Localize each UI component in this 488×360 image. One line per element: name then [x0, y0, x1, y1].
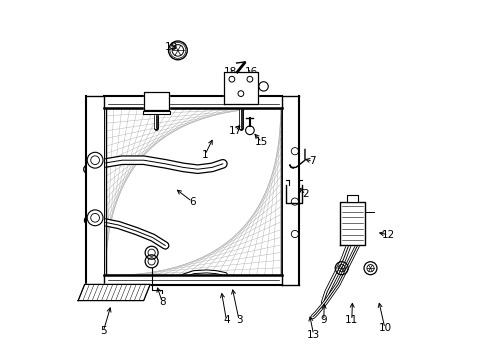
Text: 18: 18 [224, 67, 237, 77]
Text: 3: 3 [235, 315, 242, 325]
Text: 4: 4 [223, 315, 229, 325]
Polygon shape [142, 111, 169, 114]
Text: 17: 17 [228, 126, 242, 136]
Polygon shape [104, 96, 282, 108]
Text: 9: 9 [320, 315, 326, 325]
Text: 5: 5 [100, 326, 106, 336]
Text: 1: 1 [201, 150, 208, 160]
Polygon shape [339, 202, 365, 245]
Polygon shape [104, 275, 282, 285]
Text: 11: 11 [345, 315, 358, 325]
Text: 15: 15 [255, 137, 268, 147]
Text: 12: 12 [381, 230, 394, 240]
Polygon shape [346, 195, 357, 202]
Polygon shape [78, 284, 150, 301]
Text: 6: 6 [188, 197, 195, 207]
Polygon shape [282, 96, 299, 285]
Polygon shape [223, 72, 258, 104]
Polygon shape [106, 108, 280, 275]
Text: 7: 7 [309, 156, 316, 166]
Text: 19: 19 [165, 42, 178, 52]
Text: 13: 13 [306, 330, 320, 340]
Text: 2: 2 [302, 189, 308, 199]
Text: 8: 8 [159, 297, 165, 307]
Text: 10: 10 [378, 323, 391, 333]
Text: 16: 16 [244, 67, 257, 77]
Text: 14: 14 [143, 96, 157, 106]
Polygon shape [86, 96, 104, 285]
Polygon shape [144, 92, 168, 110]
